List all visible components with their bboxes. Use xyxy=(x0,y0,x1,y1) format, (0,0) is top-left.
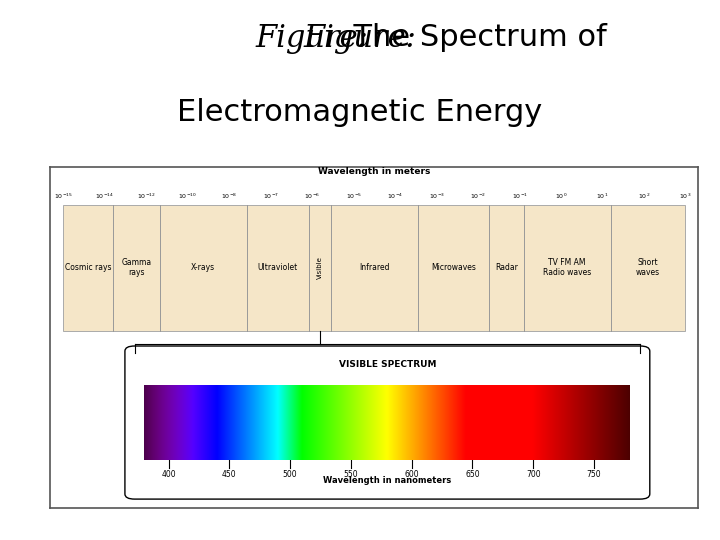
Text: VISIBLE SPECTRUM: VISIBLE SPECTRUM xyxy=(338,360,436,369)
Text: Electromagnetic Energy: Electromagnetic Energy xyxy=(177,98,543,127)
Text: $10^{-10}$: $10^{-10}$ xyxy=(179,192,197,201)
Text: Short
waves: Short waves xyxy=(636,258,660,278)
FancyBboxPatch shape xyxy=(125,346,649,499)
Text: Microwaves: Microwaves xyxy=(431,264,476,272)
Text: 600: 600 xyxy=(405,470,419,479)
Text: $10^{-14}$: $10^{-14}$ xyxy=(95,192,114,201)
Text: Radar: Radar xyxy=(495,264,518,272)
Text: $10^{2}$: $10^{2}$ xyxy=(638,192,650,201)
Text: $10^{-1}$: $10^{-1}$ xyxy=(511,192,528,201)
Text: Ultraviolet: Ultraviolet xyxy=(258,264,298,272)
Text: 450: 450 xyxy=(222,470,237,479)
Text: $10^{-5}$: $10^{-5}$ xyxy=(346,192,361,201)
Text: $10^{-4}$: $10^{-4}$ xyxy=(387,192,403,201)
Text: Visible: Visible xyxy=(317,256,323,279)
Text: 550: 550 xyxy=(343,470,359,479)
Text: Gamma
rays: Gamma rays xyxy=(122,258,151,278)
Text: $10^{-15}$: $10^{-15}$ xyxy=(54,192,73,201)
Text: Cosmic rays: Cosmic rays xyxy=(65,264,112,272)
Text: Wavelength in meters: Wavelength in meters xyxy=(318,167,431,176)
Text: 750: 750 xyxy=(587,470,601,479)
Text: $10^{3}$: $10^{3}$ xyxy=(679,192,692,201)
Text: 700: 700 xyxy=(526,470,541,479)
Text: Wavelength in nanometers: Wavelength in nanometers xyxy=(323,476,451,485)
Text: 400: 400 xyxy=(161,470,176,479)
Text: $10^{-2}$: $10^{-2}$ xyxy=(470,192,486,201)
Text: Infrared: Infrared xyxy=(359,264,390,272)
Text: $10^{1}$: $10^{1}$ xyxy=(596,192,608,201)
Text: Figure:: Figure: xyxy=(304,23,416,53)
Text: $10^{-12}$: $10^{-12}$ xyxy=(137,192,156,201)
Text: $10^{-8}$: $10^{-8}$ xyxy=(221,192,238,201)
Text: $10^{-3}$: $10^{-3}$ xyxy=(428,192,445,201)
FancyBboxPatch shape xyxy=(63,205,685,330)
Text: Figure:: Figure: xyxy=(256,23,369,53)
Text: $10^{-6}$: $10^{-6}$ xyxy=(304,192,320,201)
Text: X-rays: X-rays xyxy=(192,264,215,272)
Text: 500: 500 xyxy=(283,470,297,479)
Text: $10^{-7}$: $10^{-7}$ xyxy=(263,192,279,201)
Text: TV FM AM
Radio waves: TV FM AM Radio waves xyxy=(543,258,591,278)
Text: 650: 650 xyxy=(465,470,480,479)
Text: The Spectrum of: The Spectrum of xyxy=(256,23,606,52)
Text: $10^{0}$: $10^{0}$ xyxy=(555,192,567,201)
